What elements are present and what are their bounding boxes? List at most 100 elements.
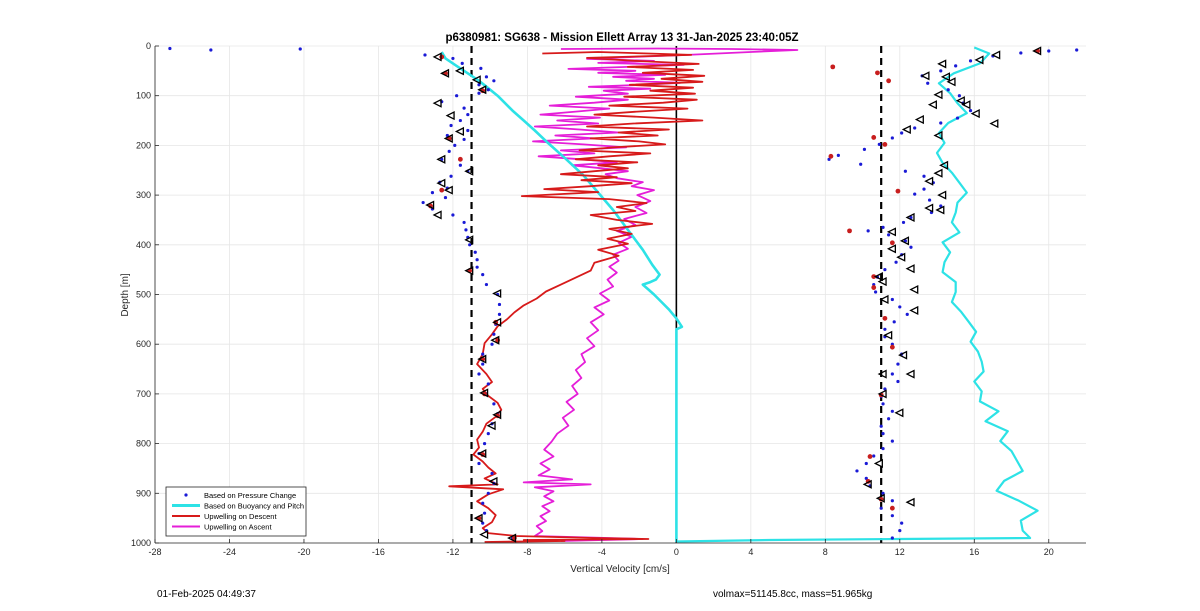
triangle-marker-ascent: [909, 305, 919, 315]
red-marker-ascent: [882, 142, 888, 147]
legend-item-pressure: Based on Pressure Change: [184, 491, 296, 500]
triangle-marker-ascent: [905, 212, 915, 223]
x-tick-label: 12: [895, 547, 905, 557]
pressure-point-ascent: [898, 305, 902, 309]
red-marker-ascent: [875, 70, 880, 76]
pressure-point-descent: [458, 163, 462, 167]
pressure-point-ascent: [864, 476, 868, 480]
y-tick-label: 1000: [131, 538, 151, 548]
footer-timestamp: 01-Feb-2025 04:49:37: [157, 589, 256, 600]
y-tick-label: 100: [136, 91, 151, 101]
pressure-point-descent: [492, 402, 496, 406]
pressure-point-descent: [451, 213, 455, 217]
pressure-point-descent: [462, 137, 466, 142]
triangle-marker-ascent: [974, 55, 984, 65]
triangle-marker-descent: [479, 529, 489, 540]
triangle-marker-descent: [471, 75, 481, 85]
triangle-marker-descent: [443, 133, 453, 143]
series-line-upwelling-ascent: [522, 47, 799, 542]
triangle-marker-descent: [507, 533, 517, 543]
pressure-point-descent: [458, 118, 462, 123]
pressure-point-descent: [464, 228, 468, 232]
triangle-marker-ascent: [927, 100, 937, 110]
legend-label-ascent: Upwelling on Ascent: [204, 523, 272, 532]
triangle-marker-descent: [464, 266, 474, 276]
legend-item-ascent: Upwelling on Ascent: [172, 523, 272, 532]
triangle-marker-ascent: [914, 115, 924, 125]
triangle-marker-ascent: [946, 77, 956, 87]
pressure-point-descent: [477, 461, 481, 466]
pressure-point-ascent: [955, 116, 960, 120]
x-tick-label: 16: [969, 547, 979, 557]
pressure-point-ascent: [836, 153, 840, 157]
red-marker-ascent: [886, 78, 892, 84]
pressure-point-ascent: [926, 81, 930, 85]
pressure-point-ascent: [887, 417, 891, 421]
triangle-marker-ascent: [909, 284, 919, 295]
triangle-marker-ascent: [875, 493, 885, 503]
pressure-point-ascent: [890, 439, 894, 443]
pressure-point-ascent: [887, 233, 891, 237]
triangle-marker-ascent: [940, 72, 950, 82]
triangle-marker-descent: [479, 388, 489, 398]
pressure-point-ascent: [890, 136, 894, 140]
y-axis-label: Depth [m]: [120, 273, 131, 317]
pressure-point-ascent: [905, 312, 909, 316]
x-tick-label: -24: [223, 547, 236, 557]
pressure-point-ascent: [879, 424, 883, 428]
pressure-point-descent: [479, 66, 483, 70]
triangle-marker-ascent: [989, 118, 999, 129]
pressure-point-ascent: [881, 225, 885, 230]
pressure-point-descent: [460, 61, 464, 65]
pressure-point-ascent: [890, 499, 894, 503]
pressure-point-descent: [492, 332, 496, 336]
pressure-point-ascent: [903, 239, 907, 243]
triangle-marker-ascent: [894, 408, 904, 418]
pressure-point-ascent: [873, 290, 878, 294]
series-line-buoyancy-ascent: [676, 46, 1039, 543]
x-tick-label: 4: [748, 547, 753, 557]
y-tick-label: 200: [136, 140, 151, 150]
x-tick-label: 0: [674, 547, 679, 557]
pressure-point-ascent: [877, 142, 881, 147]
triangle-marker-ascent: [877, 389, 887, 399]
triangle-marker-ascent: [933, 168, 943, 178]
pressure-point-descent: [430, 191, 435, 195]
legend-swatch-pressure: [184, 493, 188, 497]
triangle-marker-descent: [473, 513, 483, 523]
x-tick-label: -8: [523, 547, 531, 557]
triangle-marker-ascent: [933, 130, 943, 141]
pressure-point-descent: [481, 273, 485, 277]
pressure-point-descent: [475, 265, 479, 269]
triangle-marker-descent: [477, 85, 487, 95]
triangle-marker-descent: [464, 166, 474, 176]
triangle-marker-ascent: [873, 272, 883, 282]
legend-box: [165, 486, 307, 537]
triangle-marker-ascent: [883, 330, 893, 340]
chart-title: p6380981: SG638 - Mission Ellett Array 1…: [445, 32, 798, 44]
pressure-point-ascent: [1019, 51, 1023, 55]
triangle-marker-descent: [477, 354, 487, 364]
pressure-point-ascent: [901, 220, 906, 225]
triangle-marker-descent: [445, 111, 455, 121]
triangle-marker-ascent: [877, 277, 887, 287]
red-marker-ascent: [871, 274, 877, 280]
pressure-point-ascent: [968, 59, 973, 63]
y-tick-label: 800: [136, 439, 151, 449]
pressure-point-ascent: [913, 192, 917, 196]
pressure-point-descent: [477, 83, 481, 87]
red-marker-ascent: [889, 344, 895, 350]
pressure-point-descent: [449, 174, 453, 178]
pressure-point-ascent: [892, 320, 896, 324]
x-tick-label: -12: [446, 547, 459, 557]
triangle-marker-ascent: [873, 458, 883, 469]
pressure-point-ascent: [946, 88, 950, 92]
x-tick-label: -28: [148, 547, 161, 557]
triangle-marker-descent: [477, 448, 487, 459]
triangle-marker-descent: [492, 410, 502, 420]
pressure-point-ascent: [898, 528, 902, 533]
red-marker-descent: [457, 156, 463, 162]
pressure-point-descent: [481, 362, 485, 366]
pressure-point-descent: [486, 382, 490, 386]
pressure-point-ascent: [879, 506, 883, 510]
